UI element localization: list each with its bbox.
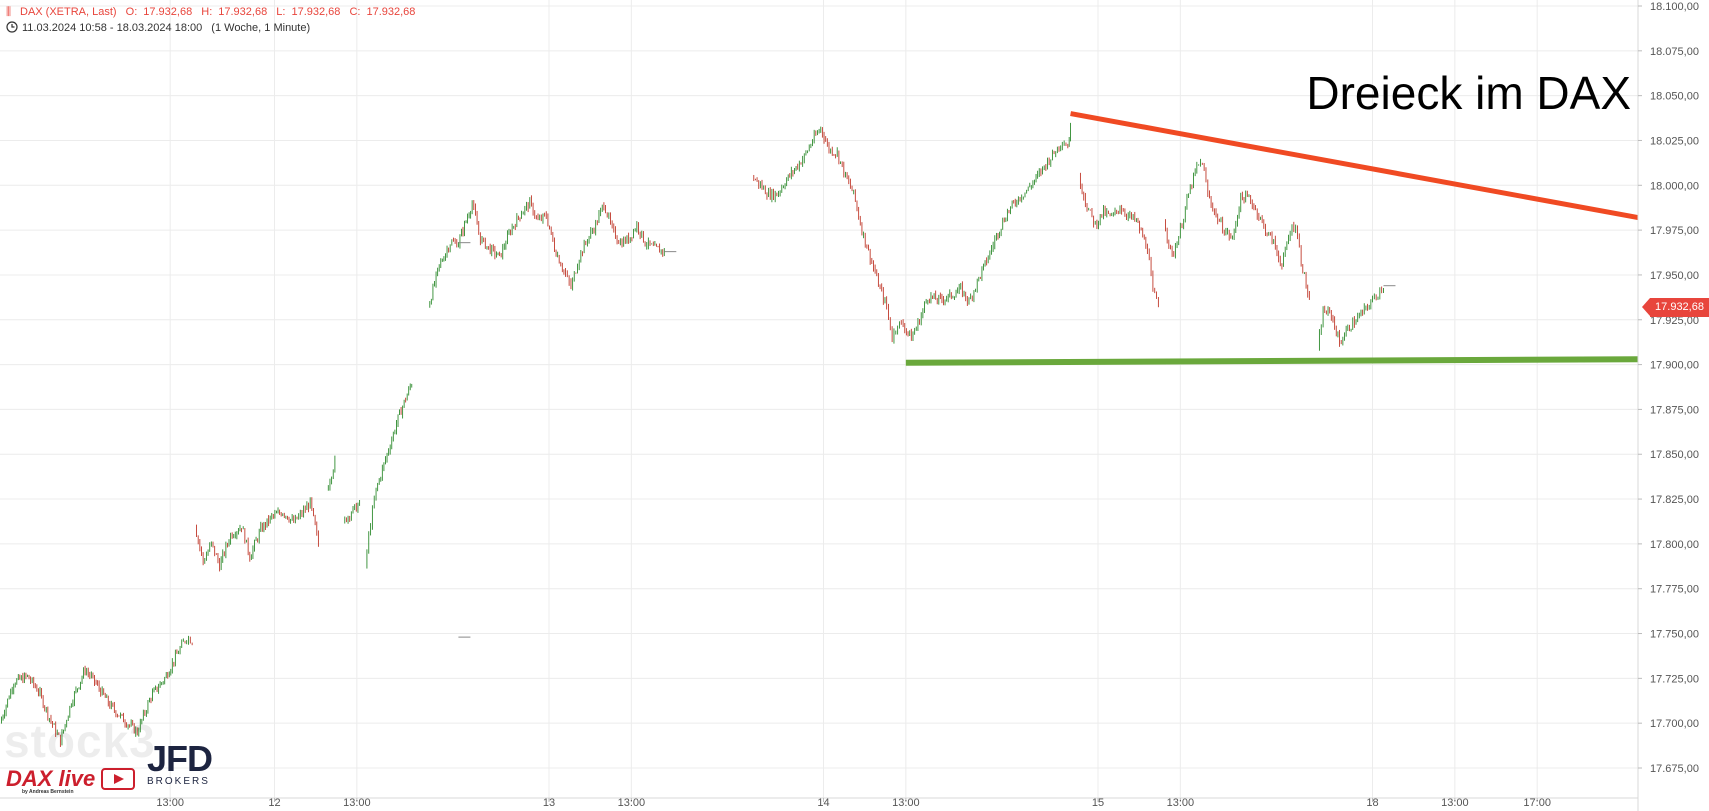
ohlc-open-label: O: xyxy=(125,6,138,18)
ohlc-close-label: C: xyxy=(349,6,361,18)
y-tick-label: 18.100,00 xyxy=(1650,1,1699,13)
ohlc-low-label: L: xyxy=(276,6,286,18)
x-tick-label: 13:00 xyxy=(1441,797,1469,809)
y-tick-label: 17.725,00 xyxy=(1650,673,1699,685)
candlestick-icon: ⫼ xyxy=(6,6,12,18)
y-tick-label: 17.800,00 xyxy=(1650,539,1699,551)
dax-live-byline: by Andreas Bernstein xyxy=(22,789,74,795)
y-tick-label: 18.025,00 xyxy=(1650,135,1699,147)
x-tick-label: 15 xyxy=(1092,797,1104,809)
y-axis: 17.675,00 17.700,00 17.725,00 17.750,00 17.7… xyxy=(1638,1,1699,775)
x-axis: 13:00 12 13:00 13 13:00 14 13:00 15 13:00 18 13:00… xyxy=(156,797,1551,809)
x-tick-label: 13:00 xyxy=(618,797,646,809)
interval-label: (1 Woche, 1 Minute) xyxy=(211,22,311,34)
y-tick-label: 17.950,00 xyxy=(1650,270,1699,282)
x-tick-label: 13:00 xyxy=(892,797,920,809)
y-tick-label: 17.675,00 xyxy=(1650,763,1699,775)
y-tick-label: 17.825,00 xyxy=(1650,494,1699,506)
instrument-header: ⫼ DAX (XETRA, Last) O: 17.932,68 H: 17.932,… xyxy=(6,5,421,19)
dax-live-logo: DAX live xyxy=(6,766,136,792)
grid xyxy=(0,0,1638,799)
stock3-watermark: stock3 xyxy=(4,715,156,767)
instrument-name: DAX (XETRA, Last) xyxy=(20,6,117,18)
y-tick-label: 17.850,00 xyxy=(1650,449,1699,461)
x-tick-label: 17:00 xyxy=(1523,797,1551,809)
jfd-brokers-text: BROKERS xyxy=(147,776,210,787)
last-price-tag: 17.932,68 xyxy=(1642,298,1709,317)
ohlc-close-value: 17.932,68 xyxy=(366,6,416,18)
y-tick-label: 17.925,00 xyxy=(1650,315,1699,327)
y-tick-label: 17.750,00 xyxy=(1650,629,1699,641)
ohlc-high-value: 17.932,68 xyxy=(218,6,268,18)
dax-live-text: DAX live xyxy=(6,766,96,791)
x-tick-label: 18 xyxy=(1366,797,1378,809)
y-tick-label: 17.900,00 xyxy=(1650,360,1699,372)
y-tick-label: 18.075,00 xyxy=(1650,46,1699,58)
x-tick-label: 13:00 xyxy=(343,797,371,809)
y-tick-label: 18.050,00 xyxy=(1650,91,1699,103)
trendlines xyxy=(905,111,1639,366)
candles xyxy=(1,122,1396,747)
x-tick-label: 13 xyxy=(543,797,555,809)
y-tick-label: 17.700,00 xyxy=(1650,718,1699,730)
ohlc-low-value: 17.932,68 xyxy=(291,6,341,18)
support-trendline xyxy=(905,356,1639,366)
ohlc-high-label: H: xyxy=(201,6,213,18)
y-tick-label: 17.775,00 xyxy=(1650,584,1699,596)
x-tick-label: 13:00 xyxy=(156,797,184,809)
ohlc-open-value: 17.932,68 xyxy=(143,6,193,18)
y-tick-label: 17.975,00 xyxy=(1650,225,1699,237)
resistance-trendline xyxy=(1070,111,1639,221)
jfd-logo: JFD xyxy=(147,738,213,779)
play-icon xyxy=(101,768,136,790)
clock-icon xyxy=(6,21,18,33)
y-tick-label: 18.000,00 xyxy=(1650,180,1699,192)
y-tick-label: 17.875,00 xyxy=(1650,404,1699,416)
x-tick-label: 13:00 xyxy=(1167,797,1195,809)
x-tick-label: 12 xyxy=(268,797,280,809)
date-range: 11.03.2024 10:58 - 18.03.2024 18:00 xyxy=(22,22,203,34)
x-tick-label: 14 xyxy=(817,797,829,809)
annotation-title: Dreieck im DAX xyxy=(1306,67,1631,119)
range-header: 11.03.2024 10:58 - 18.03.2024 18:00 (1 W… xyxy=(6,21,316,35)
